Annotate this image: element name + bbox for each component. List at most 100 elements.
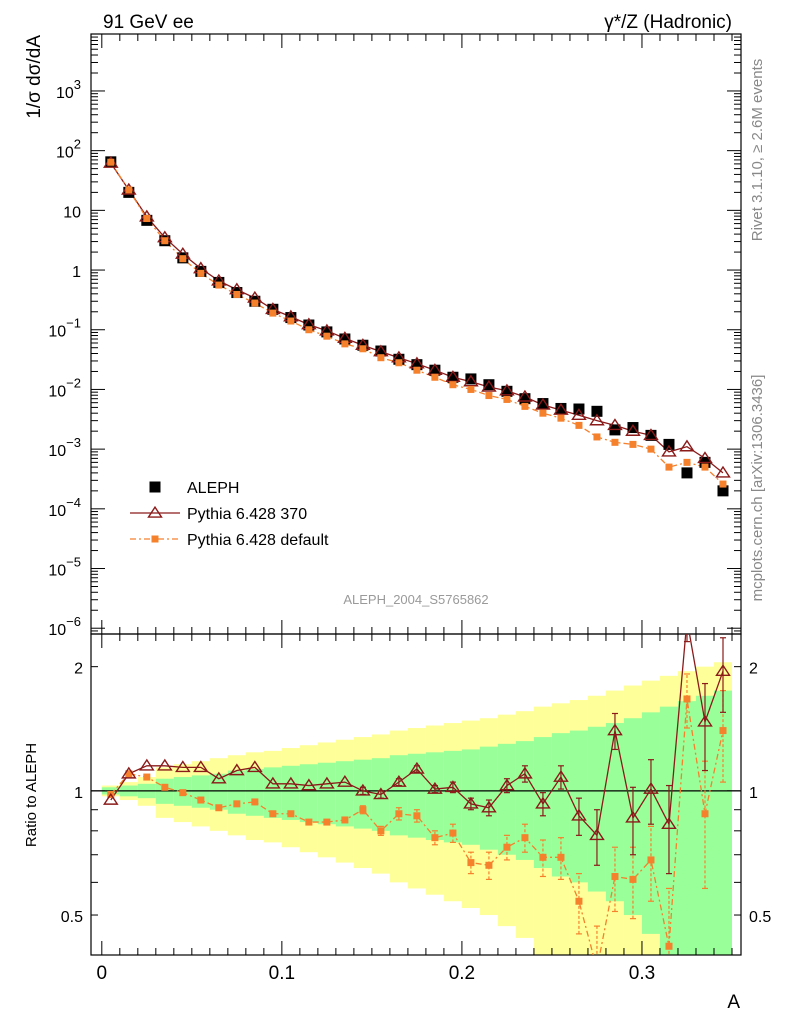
pythia-default-ratio-point — [377, 827, 385, 835]
pythia-default-ratio-point — [557, 853, 565, 861]
pythia-370-point — [589, 413, 605, 426]
pythia-default-ratio-point — [593, 965, 600, 972]
pythia-default-ratio-point — [701, 810, 709, 818]
pythia-default-point — [431, 373, 439, 381]
y-tick-label: 10−4 — [48, 495, 81, 520]
pythia-370-ratio-point — [571, 808, 587, 821]
pythia-default-ratio-point — [341, 816, 349, 824]
pythia-370-ratio-point — [355, 783, 371, 796]
pythia-370-ratio-point — [553, 769, 569, 782]
pythia-default-ratio-point — [431, 834, 439, 842]
pythia-default-ratio-point — [305, 818, 313, 826]
pythia-default-point — [413, 366, 421, 374]
pythia-default-point — [251, 299, 259, 307]
legend-label: Pythia 6.428 370 — [187, 506, 307, 523]
pythia-default-ratio-point — [143, 773, 151, 781]
pythia-370-point — [607, 418, 623, 431]
inner-band-bin — [713, 690, 732, 955]
aleph-point — [411, 359, 423, 371]
pythia-default-point — [395, 359, 403, 367]
aleph-point — [501, 385, 513, 397]
y-tick-label: 2 — [74, 661, 83, 678]
pythia-default-point — [323, 332, 331, 340]
pythia-370-ratio-point — [697, 714, 713, 727]
pythia-default-ratio-point — [611, 872, 619, 880]
pythia-default-point — [611, 438, 619, 446]
pythia-370-ratio-point — [193, 760, 209, 773]
pythia-370-ratio-point — [499, 778, 515, 791]
pythia-default-point — [287, 317, 295, 325]
inner-band-bin — [245, 768, 264, 816]
ratio-uncertainty-bands — [101, 662, 732, 955]
inner-band-bin — [443, 750, 462, 843]
pythia-370-point — [697, 451, 713, 464]
pythia-default-ratio-point — [179, 789, 187, 797]
pythia-default-ratio-point — [323, 818, 331, 826]
pythia-default-ratio-point — [449, 829, 457, 837]
pythia-default-ratio-point — [539, 853, 547, 861]
pythia-default-ratio-point — [269, 810, 277, 818]
pythia-370-ratio-point — [103, 792, 119, 805]
bottom-ylabel: Ratio to ALEPH — [23, 743, 40, 847]
pythia-default-ratio-point — [215, 804, 223, 812]
y-tick-label: 0.5 — [749, 909, 771, 926]
aleph-point — [591, 405, 603, 417]
pythia-370-ratio-point — [211, 771, 227, 784]
pythia-default-point — [233, 290, 241, 298]
pythia-370-ratio-point — [139, 758, 155, 771]
pythia-default-point — [521, 402, 529, 410]
pythia-default-point — [125, 186, 133, 194]
inner-band-bin — [515, 741, 534, 860]
pythia-default-ratio-point — [719, 727, 727, 735]
pythia-370-point — [715, 465, 731, 478]
aleph-point — [465, 373, 477, 385]
y-tick-label: 2 — [749, 661, 758, 678]
pythia-default-point — [701, 463, 709, 471]
pythia-default-ratio-point — [413, 812, 421, 820]
pythia-370-point — [499, 383, 515, 396]
pythia-370-ratio-point — [427, 781, 443, 794]
pythia-default-point — [593, 433, 601, 441]
aleph-point — [627, 422, 639, 434]
pythia-default-point — [503, 395, 511, 403]
pythia-default-point — [179, 255, 187, 263]
aleph-point — [429, 364, 441, 376]
legend-label: ALEPH — [187, 480, 239, 497]
aleph-point — [681, 467, 693, 479]
pythia-default-point — [539, 409, 547, 417]
inner-band-bin — [551, 733, 570, 877]
y-tick-label: 10−5 — [48, 555, 81, 580]
inner-band-bin — [317, 762, 336, 825]
y-tick-label: 0.5 — [61, 909, 83, 926]
pythia-default-ratio-point — [359, 806, 367, 814]
y-tick-label: 1 — [749, 785, 758, 802]
pythia-default-ratio-point — [485, 861, 493, 869]
pythia-default-point — [665, 463, 673, 471]
pythia-370-ratio-point — [229, 763, 245, 776]
inner-band-bin — [695, 695, 714, 955]
inner-band-bin — [281, 765, 300, 820]
pythia-default-ratio-point — [683, 695, 691, 703]
x-tick-label: 0.2 — [449, 963, 475, 984]
pythia-default-ratio-point — [665, 942, 673, 950]
pythia-default-point — [143, 215, 151, 223]
inner-band-bin — [497, 743, 516, 855]
ratio-line-pythia-default — [110, 698, 724, 955]
pythia-370-point — [535, 397, 551, 410]
inner-band-bin — [389, 755, 408, 836]
analysis-id-label: ALEPH_2004_S5765862 — [343, 592, 488, 607]
y-tick-label: 10−3 — [48, 435, 81, 460]
x-tick-label: 0.3 — [629, 963, 655, 984]
pythia-default-point — [467, 385, 475, 393]
y-tick-label: 1 — [74, 785, 83, 802]
pythia-default-ratio-point — [125, 770, 133, 778]
aleph-point — [555, 402, 567, 414]
inner-band-bin — [605, 723, 624, 902]
pythia-default-ratio-point — [287, 810, 295, 818]
top-plot-series — [103, 155, 731, 497]
pythia-default-point — [269, 309, 277, 317]
pythia-default-point — [449, 381, 457, 389]
pythia-370-ratio-point — [607, 723, 623, 736]
aleph-point — [645, 429, 657, 441]
legend: ALEPH Pythia 6.428 370 Pythia 6.428 defaul… — [130, 480, 329, 549]
